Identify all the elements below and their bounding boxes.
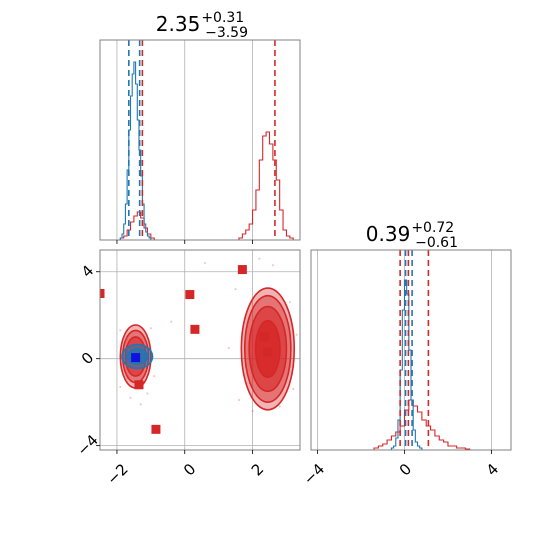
x-tick-label: 4	[483, 460, 502, 479]
hist-x-title-plus: +0.31	[201, 10, 244, 26]
hist-y-title-value: 0.39	[366, 222, 411, 246]
histogram-blue	[390, 279, 423, 450]
sample-point	[153, 374, 156, 378]
hist-x-panel: 2.35+0.31 −3.59	[99, 10, 301, 244]
sample-point	[119, 329, 122, 332]
sample-point	[227, 346, 230, 349]
x-tick-label: 0	[180, 460, 199, 479]
x-tick-label: −4	[300, 460, 328, 488]
histogram-blue	[119, 61, 152, 240]
marker-red	[259, 332, 269, 342]
x-tick-label: −2	[103, 460, 131, 488]
hist-x-title: 2.35+0.31	[156, 10, 244, 36]
sample-point	[292, 388, 295, 391]
sample-point	[203, 261, 207, 265]
hist-x-title-value: 2.35	[156, 12, 201, 36]
hist-y-frame	[310, 249, 512, 451]
sample-point	[271, 264, 274, 267]
marker-blue	[131, 353, 141, 363]
joint-panel: −2 0 2 −4 0 4	[73, 249, 301, 488]
y-tick-label: −4	[73, 431, 101, 459]
sample-point	[278, 405, 281, 408]
marker-red	[185, 290, 195, 300]
sample-point	[119, 385, 122, 389]
hist-x-ticks	[116, 240, 253, 244]
marker-red	[190, 324, 200, 334]
hist-x-grid	[116, 40, 253, 240]
y-tick-label: 0	[78, 349, 97, 368]
x-tick-label: 2	[248, 460, 267, 479]
hist-x-content	[119, 40, 294, 240]
sample-point	[237, 398, 241, 402]
marker-red	[263, 347, 273, 357]
sample-point	[295, 333, 298, 336]
marker-red	[134, 380, 144, 390]
joint-content	[100, 257, 298, 434]
sample-point	[251, 409, 254, 412]
sample-point	[170, 320, 173, 323]
hist-x-title-minus: −3.59	[205, 25, 248, 41]
histogram-red	[373, 399, 471, 450]
hist-y-title-minus: −0.61	[415, 235, 458, 251]
sample-point	[139, 403, 142, 406]
hist-y-panel: −4 0 4 0.39+0.72 −0.61	[300, 220, 512, 488]
y-tick-label: 4	[78, 262, 97, 281]
histogram-red	[119, 131, 294, 240]
hist-y-title-plus: +0.72	[411, 220, 454, 236]
sample-point	[234, 288, 237, 291]
sample-point	[146, 392, 149, 395]
marker-red	[100, 288, 105, 298]
sample-point	[258, 257, 261, 260]
hist-y-ticks: −4 0 4	[300, 450, 502, 488]
hist-y-title: 0.39+0.72	[366, 220, 454, 246]
x-tick-label: 0	[396, 460, 415, 479]
sample-point	[129, 396, 132, 399]
sample-point	[149, 327, 152, 330]
marker-red	[237, 265, 247, 275]
marker-red	[151, 424, 161, 434]
hist-y-content	[373, 250, 471, 450]
joint-frame	[99, 249, 301, 451]
sample-point	[288, 301, 291, 304]
hist-x-frame	[99, 39, 301, 241]
